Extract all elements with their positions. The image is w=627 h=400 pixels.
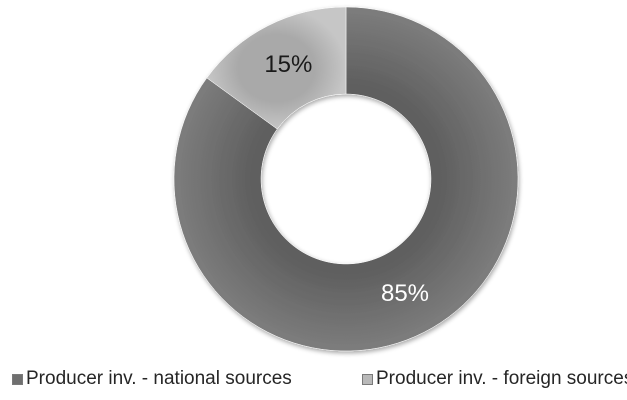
- slice-label-foreign: 15%: [264, 51, 312, 78]
- legend-item-national: Producer inv. - national sources: [12, 368, 292, 390]
- slice-national: [173, 6, 519, 352]
- legend-label-national: Producer inv. - national sources: [26, 368, 292, 389]
- legend: Producer inv. - national sources Produce…: [0, 368, 627, 396]
- legend-swatch-foreign: [362, 373, 373, 385]
- slice-foreign: [206, 6, 347, 130]
- donut-slices: [173, 6, 519, 352]
- donut-data-labels: 85% 15%: [264, 51, 429, 307]
- slice-label-national: 85%: [381, 280, 429, 307]
- legend-label-foreign: Producer inv. - foreign sources: [376, 368, 627, 389]
- legend-swatch-national: [12, 373, 23, 385]
- legend-item-foreign: Producer inv. - foreign sources: [362, 368, 627, 390]
